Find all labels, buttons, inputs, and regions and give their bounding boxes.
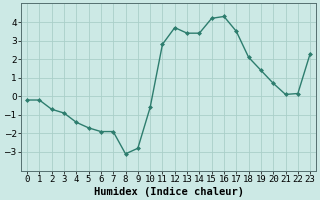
X-axis label: Humidex (Indice chaleur): Humidex (Indice chaleur) [94,186,244,197]
